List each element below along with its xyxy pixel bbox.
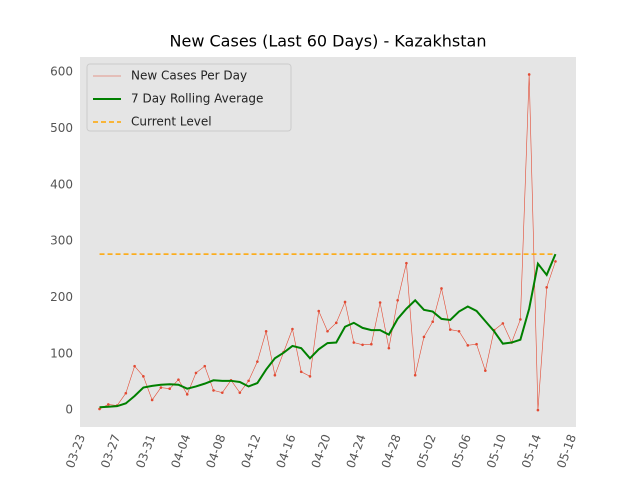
y-tick-label: 200 [50,290,73,304]
data-point [177,378,180,381]
data-point [273,373,277,377]
data-point [212,389,215,392]
data-point [536,408,540,412]
chart-title: New Cases (Last 60 Days) - Kazakhstan [170,32,487,51]
data-point [124,391,128,395]
y-tick-label: 0 [65,403,73,417]
data-point [501,322,505,325]
data-point [238,391,242,394]
data-point [299,370,303,374]
x-tick-label: 05-10 [484,432,509,470]
data-point [457,329,461,333]
x-tick-label: 04-12 [238,432,263,470]
x-tick-label: 05-06 [449,432,474,470]
marks [98,73,557,412]
y-tick-label: 400 [50,177,73,191]
data-point [264,329,268,333]
data-point [527,73,531,76]
data-point [361,343,364,347]
data-point [203,364,207,368]
data-point [396,298,399,302]
x-tick-label: 03-23 [63,432,88,470]
data-point [440,287,443,290]
data-point [422,335,426,339]
data-point [133,364,136,368]
legend-label: Current Level [131,115,212,129]
x-tick-label: 04-20 [309,432,334,470]
data-point [484,369,487,372]
data-point [107,403,110,406]
legend-label: New Cases Per Day [131,69,247,83]
x-tick-label: 05-18 [554,432,579,470]
data-point [98,407,101,411]
data-point [387,346,391,350]
legend-box [86,63,292,132]
data-point [448,328,452,331]
data-point [247,379,250,383]
data-point [545,286,548,289]
data-point [291,327,294,331]
data-point [168,387,171,391]
x-tick-label: 05-14 [519,432,544,470]
data-point [475,342,478,346]
x-tick-label: 04-24 [344,432,369,470]
data-point [142,375,145,378]
data-point [554,260,557,263]
data-point [194,371,198,375]
data-point [413,373,417,377]
data-point [378,301,382,304]
x-tick-label: 04-28 [379,432,404,470]
x-tick-label: 04-16 [273,432,298,470]
data-point [308,375,312,378]
data-point [343,300,347,304]
data-point [334,321,338,325]
data-point [370,342,373,346]
y-tick-label: 600 [50,65,73,79]
data-point [317,309,321,313]
data-point [326,329,329,333]
data-point [185,393,189,396]
legend-label: 7 Day Rolling Average [131,92,263,106]
data-point [220,391,224,394]
data-point [519,318,522,321]
x-tick-label: 03-31 [133,432,158,470]
data-point [150,398,154,402]
data-point [431,320,435,323]
legend: New Cases Per Day 7 Day Rolling Average Cu… [86,63,292,132]
y-tick-label: 300 [50,234,73,248]
data-point [352,341,356,344]
x-tick-label: 03-27 [98,432,123,470]
data-point [405,261,408,265]
data-point [159,386,163,389]
data-point [466,344,470,347]
y-tick-label: 500 [50,121,73,135]
x-tick-label: 04-08 [203,432,228,470]
x-tick-label: 04-04 [168,432,193,470]
x-tick-label: 05-02 [414,432,439,470]
y-tick-label: 100 [50,346,73,360]
data-point [256,360,259,363]
series-line [99,253,557,409]
